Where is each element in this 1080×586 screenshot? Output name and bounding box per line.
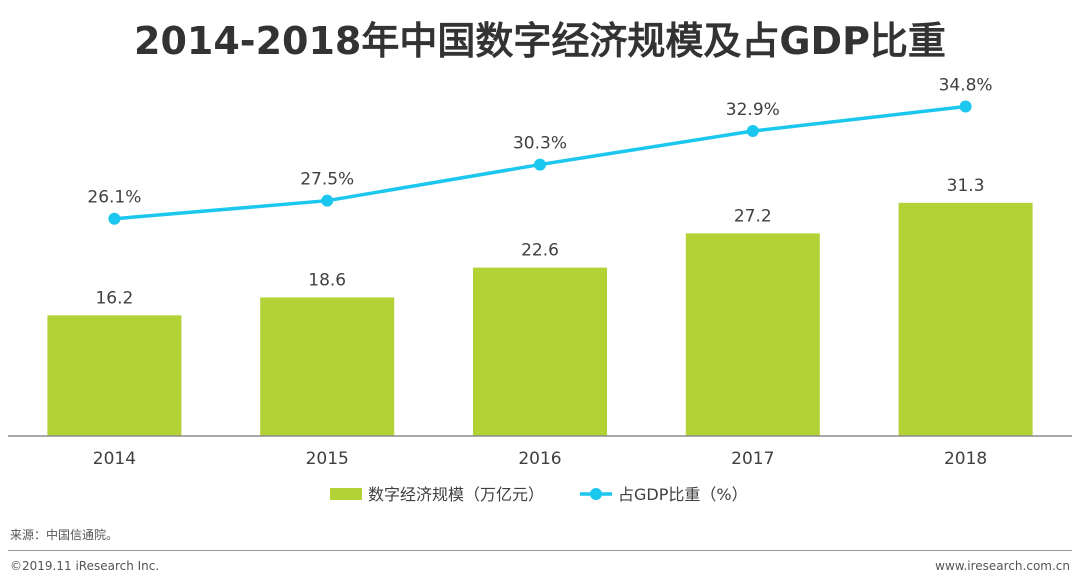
source-note: 来源：中国信通院。 (10, 528, 119, 542)
line-value-label: 26.1% (87, 188, 141, 208)
x-tick-label: 2018 (944, 449, 987, 469)
bar-2017 (685, 233, 820, 436)
line-value-label: 27.5% (300, 170, 354, 190)
x-tick-label: 2017 (731, 449, 774, 469)
footer-divider (8, 550, 1072, 551)
line-point-2017 (746, 125, 759, 138)
bar-2015 (260, 297, 395, 436)
x-tick-label: 2015 (306, 449, 349, 469)
line-value-label: 32.9% (726, 100, 780, 120)
legend-bar-label: 数字经济规模（万亿元） (368, 485, 544, 504)
line-point-2018 (959, 100, 972, 113)
bar-value-label: 18.6 (308, 270, 346, 290)
legend-bar-swatch (330, 488, 362, 500)
x-tick-label: 2014 (93, 449, 136, 469)
bar-2018 (898, 202, 1033, 436)
legend-line-marker (590, 488, 602, 500)
website-text: www.iresearch.com.cn (935, 559, 1070, 573)
legend-line-label: 占GDP比重（%） (618, 485, 748, 504)
bar-value-label: 27.2 (734, 206, 772, 226)
chart-title: 2014-2018年中国数字经济规模及占GDP比重 (134, 19, 946, 63)
line-point-2014 (108, 212, 121, 225)
bar-value-label: 31.3 (947, 176, 985, 196)
bar-2016 (473, 267, 607, 436)
line-value-label: 30.3% (513, 134, 567, 154)
bar-value-label: 16.2 (95, 288, 133, 308)
x-tick-label: 2016 (518, 449, 561, 469)
bar-value-label: 22.6 (521, 241, 559, 261)
copyright-text: ©2019.11 iResearch Inc. (10, 559, 160, 573)
line-value-label: 34.8% (939, 76, 993, 96)
line-point-2016 (534, 158, 546, 171)
chart-area: 16.2 2014 18.6 2015 22.6 2016 27.2 2017 31.3 2018… (8, 76, 1072, 504)
line-point-2015 (321, 194, 334, 207)
bar-2014 (47, 315, 182, 436)
